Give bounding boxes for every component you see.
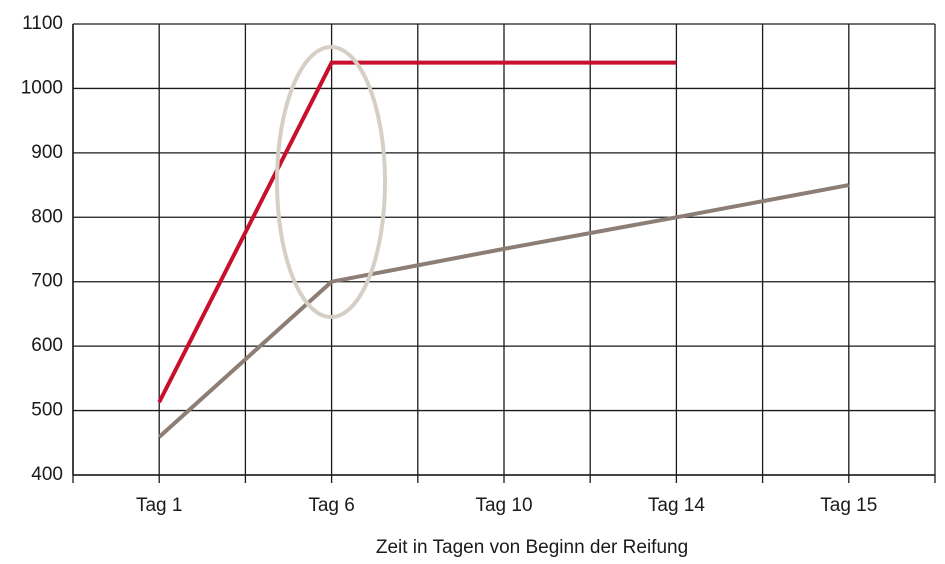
y-tick-label: 600	[31, 335, 63, 356]
series-line	[157, 183, 850, 439]
x-tick-label: Tag 15	[820, 495, 877, 516]
y-tick-label: 1000	[21, 77, 63, 98]
y-tick-label: 1100	[22, 13, 63, 34]
y-tick-label: 700	[31, 271, 63, 292]
x-tick-label: Tag 14	[648, 495, 705, 516]
x-axis-title: Zeit in Tagen von Beginn der Reifung	[376, 537, 688, 558]
x-tick-label: Tag 10	[475, 495, 532, 516]
y-tick-label: 800	[31, 206, 63, 227]
x-tick-label: Tag 1	[136, 495, 182, 516]
series-line	[157, 60, 677, 404]
y-tick-label: 400	[31, 464, 63, 485]
y-tick-label: 500	[31, 400, 63, 421]
y-tick-label: 900	[31, 142, 63, 163]
x-tick-label: Tag 6	[308, 495, 354, 516]
highlight-ellipse	[275, 45, 387, 319]
